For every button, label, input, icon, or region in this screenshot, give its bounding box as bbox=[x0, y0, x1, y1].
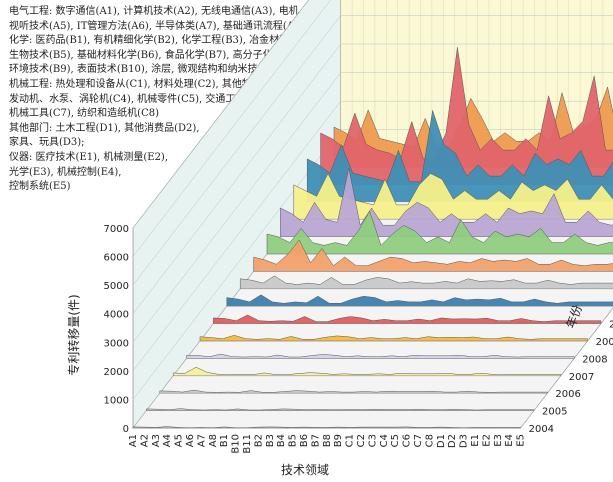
x-tick-label: D2 bbox=[447, 434, 458, 448]
x-tick-label: C1 bbox=[345, 434, 356, 447]
x-tick-label: A6 bbox=[185, 434, 196, 447]
x-tick-label: C2 bbox=[356, 434, 367, 447]
y-tick-label: 7000 bbox=[104, 224, 129, 235]
x-tick-label: E5 bbox=[516, 434, 527, 447]
y-tick-label: 0 bbox=[123, 424, 129, 435]
legend-line: 生物技术(B5), 基础材料化学(B6), 食品化学(B7), 高分子化学、聚合… bbox=[9, 49, 345, 61]
series-area-2004 bbox=[132, 426, 521, 429]
x-tick-label: B6 bbox=[299, 434, 310, 447]
x-tick-label: B7 bbox=[310, 434, 321, 447]
series-area-2010 bbox=[213, 314, 602, 324]
x-tick-label: A1 bbox=[128, 434, 139, 447]
x-tick-label: C5 bbox=[390, 434, 401, 447]
legend-line: 机械工具(C7), 纺织和造纸机(C8) bbox=[9, 108, 159, 120]
x-tick-label: B9 bbox=[333, 434, 344, 447]
legend-line: 家具、玩具(D3); bbox=[9, 137, 85, 149]
x-tick-label: D3 bbox=[459, 434, 470, 448]
legend-line: 机械工程: 热处理和设备从(C1), 材料处理(C2), 其他特殊机械(C3), bbox=[9, 78, 307, 90]
z-tick-label: 2010 bbox=[609, 320, 613, 331]
legend-line: 控制系统(E5) bbox=[9, 181, 71, 193]
y-axis-label: 专利转移量(件) bbox=[66, 294, 81, 375]
series-area-2018 bbox=[320, 47, 613, 185]
x-tick-label: A3 bbox=[151, 434, 162, 447]
x-tick-label: B2 bbox=[253, 434, 264, 447]
x-tick-label: A2 bbox=[139, 434, 150, 447]
x-tick-label: A8 bbox=[208, 434, 219, 447]
x-tick-label: C6 bbox=[402, 434, 413, 447]
z-tick-label: 2007 bbox=[569, 372, 594, 383]
z-tick-label: 2004 bbox=[529, 424, 554, 435]
x-tick-label: E2 bbox=[481, 434, 492, 447]
series-area-2006 bbox=[159, 389, 548, 394]
series-area-2012 bbox=[239, 275, 613, 290]
x-tick-label: B10 bbox=[231, 434, 242, 454]
x-tick-label: B5 bbox=[288, 434, 299, 447]
x-tick-label: C8 bbox=[424, 434, 435, 447]
legend-line: 电气工程: 数字通信(A1), 计算机技术(A2), 无线电通信(A3), 电机… bbox=[9, 6, 384, 17]
gridline bbox=[132, 0, 309, 229]
gridline bbox=[132, 0, 331, 257]
series-area-2009 bbox=[199, 335, 588, 342]
x-tick-label: E4 bbox=[504, 434, 515, 447]
x-tick-label: D1 bbox=[436, 434, 447, 448]
x-tick-label: C4 bbox=[379, 434, 390, 447]
series-area-2008 bbox=[186, 353, 575, 359]
x-tick-label: E1 bbox=[470, 434, 481, 447]
x-tick-label: C7 bbox=[413, 434, 424, 447]
x-tick-label: B1 bbox=[219, 434, 230, 447]
series-area-2005 bbox=[146, 408, 535, 411]
chart-legend-text: 电气工程: 数字通信(A1), 计算机技术(A2), 无线电通信(A3), 电机… bbox=[9, 5, 384, 195]
series-area-2013 bbox=[253, 239, 613, 272]
legend-line: 仪器: 医疗技术(E1), 机械测量(E2), bbox=[9, 151, 169, 163]
legend-line: 光学(E3), 机械控制(E4), bbox=[9, 166, 122, 178]
z-tick-label: 2009 bbox=[596, 337, 613, 348]
legend-line: 视听技术(A5), IT管理方法(A6), 半导体类(A7), 基础通讯流程(A… bbox=[9, 20, 308, 32]
x-tick-label: E3 bbox=[493, 434, 504, 447]
x-tick-label: B8 bbox=[322, 434, 333, 447]
y-tick-label: 6000 bbox=[104, 253, 129, 264]
series-area-2015 bbox=[280, 167, 613, 237]
x-tick-label: B11 bbox=[242, 434, 253, 454]
x-tick-label: A5 bbox=[174, 434, 185, 447]
y-tick-label: 5000 bbox=[104, 281, 129, 292]
chart-series bbox=[132, 47, 613, 429]
z-tick-label: 2008 bbox=[582, 354, 607, 365]
y-tick-label: 2000 bbox=[104, 367, 129, 378]
y-tick-label: 4000 bbox=[104, 310, 129, 321]
legend-line: 发动机、水泵、涡轮机(C4), 机械零件(C5), 交通工程(C6), bbox=[9, 93, 271, 105]
x-axis-label: 技术领域 bbox=[281, 463, 329, 477]
z-tick-label: 2006 bbox=[555, 389, 580, 400]
x-tick-label: B3 bbox=[265, 434, 276, 447]
series-area-2017 bbox=[306, 110, 613, 203]
x-tick-label: A7 bbox=[196, 434, 207, 447]
series-area-2007 bbox=[172, 366, 562, 377]
legend-line: 环境技术(B9), 表面技术(B10), 涂层, 微观结构和纳米技术(B11); bbox=[9, 64, 299, 76]
x-tick-label: C3 bbox=[367, 434, 378, 447]
legend-line: 化学: 医药品(B1), 有机精细化学(B2), 化学工程(B3), 冶金材料(… bbox=[9, 35, 314, 47]
x-tick-label: B4 bbox=[276, 434, 287, 447]
series-area-2011 bbox=[226, 294, 613, 307]
x-tick-label: A4 bbox=[162, 434, 173, 447]
legend-line: 其他部门: 土木工程(D1), 其他消费品(D2), bbox=[9, 122, 200, 134]
y-tick-label: 1000 bbox=[104, 395, 129, 406]
y-tick-label: 3000 bbox=[104, 338, 129, 349]
z-tick-label: 2005 bbox=[542, 407, 567, 418]
series-area-2014 bbox=[266, 210, 613, 255]
